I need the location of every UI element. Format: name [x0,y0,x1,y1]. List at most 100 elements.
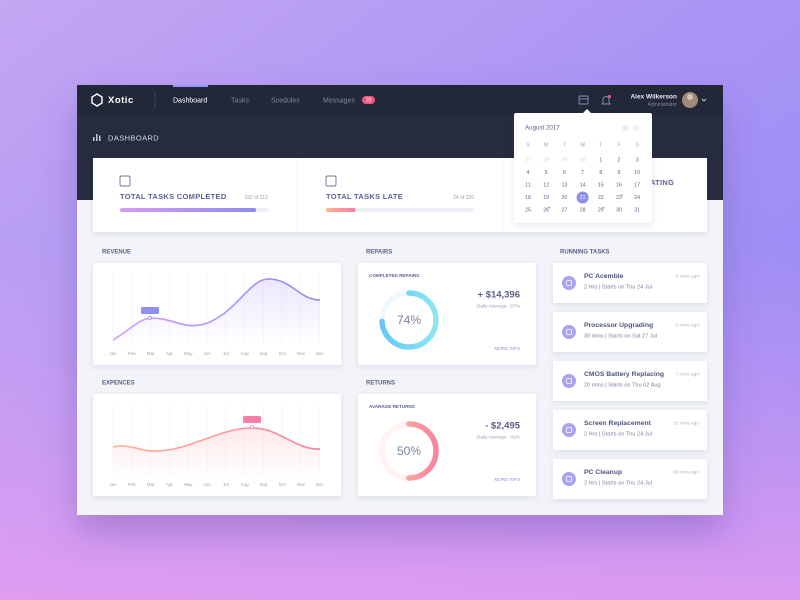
repairs-card [358,263,536,365]
month-label: Aug [241,482,250,487]
weekday: F [617,142,620,148]
task-icon [562,472,576,486]
calendar-day[interactable]: 23 [616,195,622,201]
month-label: Aug [241,351,250,356]
dashboard-icon [93,134,101,141]
calendar-popup [514,113,652,223]
stat-icon [119,175,131,187]
calendar-day[interactable]: 25 [525,208,531,214]
month-label: Nov [297,351,306,356]
calendar-day[interactable]: 4 [527,170,530,176]
progress-fill [326,208,356,212]
month-label: Sep [259,482,268,487]
calendar-day[interactable]: 1 [599,158,602,164]
amount: + $14,396 [477,290,520,301]
tooltip-badge [243,416,261,423]
calendar-day[interactable]: 18 [525,195,531,201]
calendar-day[interactable]: 11 [525,183,530,189]
task-icon-glyph [566,378,572,384]
task-icon-glyph [566,476,572,482]
event-dot [548,206,551,209]
calendar-day[interactable]: 13 [562,183,568,189]
task-icon [562,276,576,290]
task-time: 5 mins ago [676,322,700,328]
calendar-day[interactable]: 30 [580,158,586,164]
calendar-day[interactable]: 12 [543,183,549,189]
calendar-day[interactable]: 3 [636,158,639,164]
calendar-day[interactable]: 26 [543,208,549,214]
month-label: Jul [223,351,229,356]
more-info-link[interactable]: MORE INFO [495,346,521,351]
section-title: RUNNING TASKS [560,250,610,256]
calendar-day[interactable]: 22 [598,195,604,201]
calendar-day[interactable]: 24 [634,195,640,201]
calendar-day[interactable]: 28 [580,208,586,214]
task-time: 26 mins ago [673,469,699,475]
nav-item[interactable]: Dashboard [173,97,207,104]
calendar-day[interactable]: 6 [563,170,566,176]
calendar-day[interactable]: 27 [562,208,568,214]
month-label: Jun [203,482,211,487]
calendar-day[interactable]: 8 [599,170,602,176]
task-card[interactable] [553,361,707,401]
more-info-link[interactable]: MORE INFO [495,477,521,482]
task-card[interactable] [553,312,707,352]
selected-day [576,191,589,204]
calendar-caret [583,109,591,113]
revenue-area [113,278,320,345]
donut-arc [379,421,439,481]
event-dot [621,194,623,196]
user-menu-chevron[interactable] [701,98,707,102]
calendar-day[interactable]: 7 [581,170,584,176]
stat-label: TOTAL TASKS LATE [326,192,403,201]
month-label: Nov [297,482,306,487]
nav-item[interactable]: Scedules [271,97,300,104]
nav-item[interactable]: Messages [323,97,355,104]
month-label: Feb [128,351,136,356]
calendar-icon[interactable] [578,95,589,105]
calendar-day[interactable]: 28 [543,158,549,164]
month-label: Sep [259,351,268,356]
task-card[interactable] [553,410,707,450]
calendar-day[interactable]: 16 [616,183,622,189]
calendar-day[interactable]: 21 [580,195,586,201]
section-title: RETURNS [366,381,395,387]
calendar-day[interactable]: 9 [618,170,621,176]
calendar-day[interactable]: 10 [634,170,640,176]
calendar-day[interactable]: 30 [616,208,622,214]
calendar-day[interactable]: 19 [543,195,549,201]
calendar-day[interactable]: 5 [545,170,548,176]
calendar-prev[interactable] [621,124,629,132]
donut-label: 74% [397,313,421,327]
task-icon-glyph [566,280,572,286]
calendar-day[interactable]: 27 [525,158,531,164]
calendar-day[interactable]: 31 [634,208,640,214]
user-role: Administrator [648,102,678,108]
calendar-day[interactable]: 2 [618,158,621,164]
daily-average: Daily Average : 42% [477,434,521,440]
task-card[interactable] [553,263,707,303]
task-time: 2 mins ago [676,273,700,279]
calendar-day[interactable]: 29 [598,208,604,214]
task-detail: 30 mins | Starts on Sat 27 Jul [584,333,657,339]
stat-count: 24 of 226 [453,195,474,201]
task-card[interactable] [553,459,707,499]
calendar-day[interactable]: 17 [634,183,640,189]
task-name: CMOS Battery Replacing [584,371,664,378]
month-label: Feb [128,482,136,487]
notification-icon[interactable] [601,94,612,105]
weekday: T [599,142,602,148]
top-nav [77,85,723,115]
task-icon [562,423,576,437]
calendar-day[interactable]: 14 [580,183,586,189]
calendar-day[interactable]: 29 [562,158,568,164]
curve-point [148,316,152,320]
calendar-day[interactable]: 20 [562,195,568,201]
calendar-day[interactable]: 15 [598,183,604,189]
message-badge-count: 20 [366,98,372,104]
calendar-month: August 2017 [525,125,560,132]
card-subtitle: AVARAGE RETURNS [369,404,415,409]
nav-item[interactable]: Tasks [231,97,249,104]
calendar-next[interactable] [632,124,640,132]
